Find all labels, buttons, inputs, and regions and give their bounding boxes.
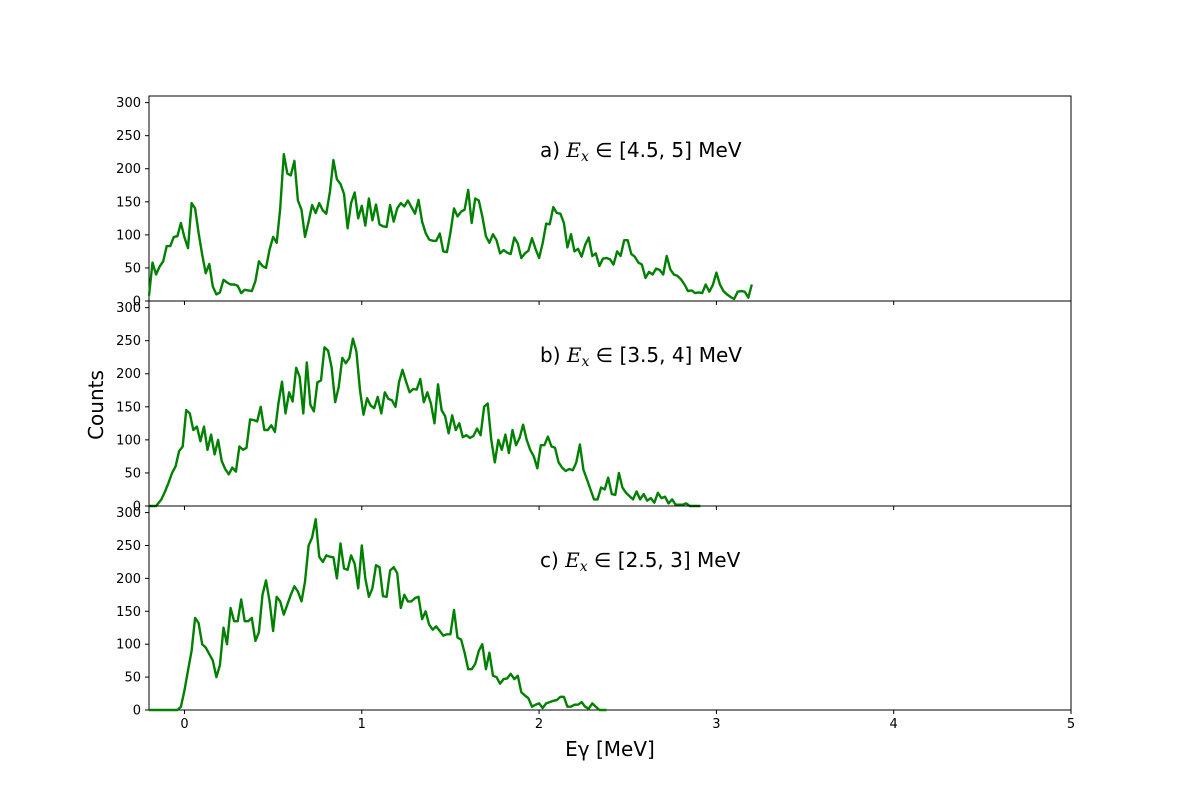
panel-a-xticks xyxy=(183,301,1072,305)
panel-c-annotation: c) Ex ∈ [2.5, 3] MeV xyxy=(540,548,741,575)
panel-c-ytick-label: 50 xyxy=(124,671,141,686)
panel-c-ytick-label: 150 xyxy=(116,605,141,620)
panel-c-ytick-label: 0 xyxy=(133,704,141,719)
panel-a-annotation: a) Ex ∈ [4.5, 5] MeV xyxy=(540,138,742,165)
panel-b-ytick-label: 50 xyxy=(124,466,141,481)
panel-b-ytick-label: 0 xyxy=(133,500,141,515)
panel-b: 0 50 100 150 200 250 300 b) Ex ∈ [3.5, 4] MeV xyxy=(116,300,1072,515)
panel-b-ytick-label: 300 xyxy=(116,301,141,316)
panel-c-ytick-label: 250 xyxy=(116,539,141,554)
panel-a-ytick-label: 250 xyxy=(116,129,141,144)
panel-c-xtick-label: 2 xyxy=(535,717,543,732)
y-axis-label: Counts xyxy=(84,370,108,440)
panel-a-yticks: 0 50 100 150 200 250 300 xyxy=(116,96,149,310)
panel-a-ytick-label: 200 xyxy=(116,162,141,177)
panel-c-ytick-label: 300 xyxy=(116,506,141,521)
panel-b-annotation: b) Ex ∈ [3.5, 4] MeV xyxy=(540,343,742,370)
panel-b-series-line xyxy=(149,337,701,508)
panel-c-xtick-label: 0 xyxy=(180,717,188,732)
panel-a-ytick-label: 100 xyxy=(116,228,141,243)
panel-a: 0 50 100 150 200 250 300 a) Ex ∈ [4.5, 5] MeV xyxy=(116,95,1072,310)
panel-c-xtick-label: 4 xyxy=(890,717,898,732)
panel-b-ytick-label: 100 xyxy=(116,433,141,448)
x-axis-label: Eγ [MeV] xyxy=(565,737,655,761)
panel-b-ytick-label: 250 xyxy=(116,334,141,349)
panel-a-ytick-label: 50 xyxy=(124,261,141,276)
panel-a-ytick-label: 0 xyxy=(133,295,141,310)
panel-b-ytick-label: 150 xyxy=(116,400,141,415)
panel-b-yticks: 0 50 100 150 200 250 300 xyxy=(116,301,149,515)
panel-c-xticks: 0 1 2 3 4 5 xyxy=(180,710,1075,732)
panel-c-series-line xyxy=(149,518,607,712)
panel-c-xtick-label: 3 xyxy=(712,717,720,732)
panel-c-ytick-label: 200 xyxy=(116,572,141,587)
panel-b-xticks xyxy=(183,506,1072,510)
panel-c-frame xyxy=(148,505,1072,711)
panel-c-ytick-label: 100 xyxy=(116,638,141,653)
panel-a-ytick-label: 150 xyxy=(116,195,141,210)
panel-c-xtick-label: 5 xyxy=(1067,717,1075,732)
panel-b-ytick-label: 200 xyxy=(116,367,141,382)
panel-c: 0 50 100 150 200 250 300 0 1 2 3 4 5 c) Ex ∈ [2.5, … xyxy=(116,505,1075,732)
panel-a-ytick-label: 300 xyxy=(116,96,141,111)
panel-a-frame xyxy=(148,95,1072,302)
panel-c-xtick-label: 1 xyxy=(358,717,366,732)
panel-a-series-line xyxy=(147,153,753,301)
panel-c-yticks: 0 50 100 150 200 250 300 xyxy=(116,506,149,719)
